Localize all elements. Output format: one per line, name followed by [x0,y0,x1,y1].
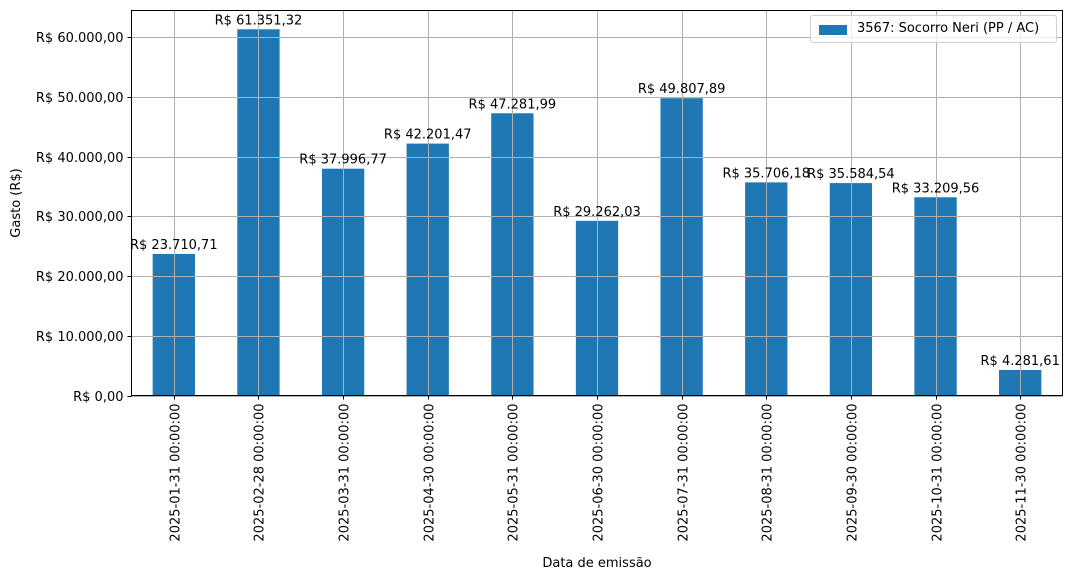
bar-value-label: R$ 23.710,71 [130,238,218,253]
bar [406,143,449,396]
bar [152,253,195,396]
bar-value-label: R$ 47.281,99 [469,97,557,112]
bars [131,10,1063,397]
x-tick-label: 2025-03-31 00:00:00 [338,404,353,542]
bar-value-label: R$ 35.706,18 [722,166,810,181]
bar-value-label: R$ 61.351,32 [215,13,303,28]
bar [914,197,957,396]
x-tick-label: 2025-09-30 00:00:00 [846,404,861,542]
bar-value-label: R$ 42.201,47 [384,128,472,143]
bar [829,183,873,396]
bar-value-label: R$ 35.584,54 [807,167,895,182]
bar-value-label: R$ 33.209,56 [892,181,980,196]
y-tick-label: R$ 0,00 [73,390,123,405]
y-tick-label: R$ 50.000,00 [36,91,124,106]
bar-value-label: R$ 37.996,77 [299,153,387,168]
x-tick-label: 2025-02-28 00:00:00 [253,404,268,542]
y-tick-label: R$ 20.000,00 [36,270,124,285]
x-tick-label: 2025-06-30 00:00:00 [592,404,607,542]
x-axis-label: Data de emissão [542,556,651,571]
y-tick-label: R$ 30.000,00 [36,210,124,225]
legend-swatch [819,25,847,35]
bar-value-labels: R$ 23.710,71 R$ 61.351,32 R$ 37.996,77 R$ 4… [130,13,1060,369]
y-axis: R$ 0,00 R$ 10.000,00 R$ 20.000,00 R$ 30.000… [36,31,132,405]
legend-label: 3567: Socorro Neri (PP / AC) [857,21,1040,36]
bar [660,98,703,396]
y-tick-label: R$ 40.000,00 [36,151,124,166]
bar-value-label: R$ 4.281,61 [981,354,1060,369]
x-tick-label: 2025-10-31 00:00:00 [931,404,946,542]
x-tick-label: 2025-08-31 00:00:00 [761,404,776,542]
x-tick-label: 2025-01-31 00:00:00 [169,404,184,542]
y-axis-label: Gasto (R$) [9,168,24,237]
bar-value-label: R$ 29.262,03 [553,205,641,220]
x-tick-label: 2025-05-31 00:00:00 [507,404,522,542]
x-tick-label: 2025-04-30 00:00:00 [423,404,438,542]
x-axis: 2025-01-31 00:00:00 2025-02-28 00:00:00 20… [169,395,1030,542]
x-tick-label: 2025-07-31 00:00:00 [677,404,692,542]
x-tick-label: 2025-11-30 00:00:00 [1015,404,1030,542]
y-tick-label: R$ 10.000,00 [36,330,124,345]
legend: 3567: Socorro Neri (PP / AC) [810,15,1057,43]
bar-value-label: R$ 49.807,89 [638,82,726,97]
y-tick-label: R$ 60.000,00 [36,31,124,46]
